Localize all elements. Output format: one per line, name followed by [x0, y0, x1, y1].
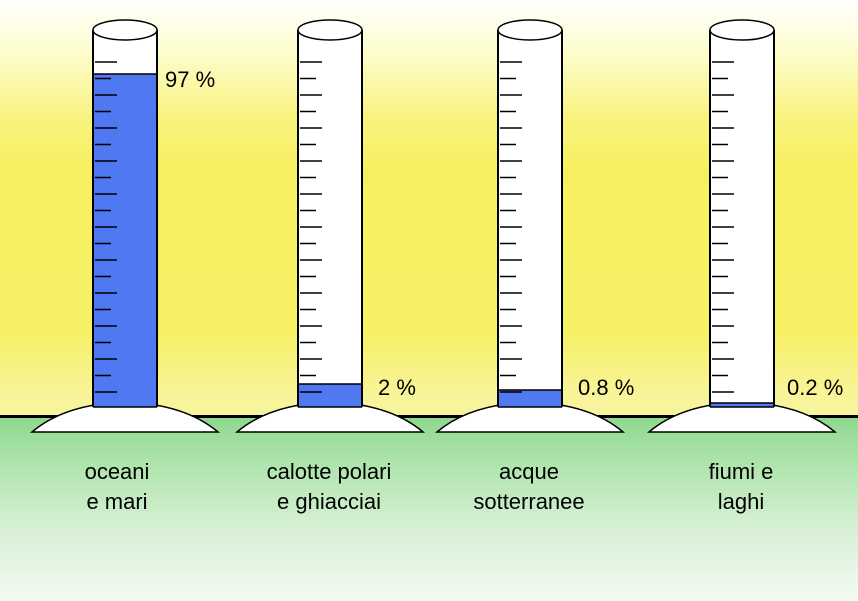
- water-fill: [298, 384, 362, 407]
- cylinder-rim: [709, 19, 775, 41]
- graduated-cylinder: [646, 19, 838, 433]
- cylinder-glass: [498, 30, 562, 407]
- graduated-cylinder: [234, 19, 426, 433]
- category-label-line: oceani: [84, 459, 150, 484]
- water-fill: [498, 390, 562, 407]
- category-label-acque: acque sotterranee: [429, 457, 629, 517]
- category-label-calotte: calotte polari e ghiacciai: [229, 457, 429, 517]
- cylinder-rim: [92, 19, 158, 41]
- water-fill: [710, 403, 774, 407]
- category-label-line: e ghiacciai: [277, 489, 381, 514]
- category-label-oceani: oceani e mari: [17, 457, 217, 517]
- cylinder-glass: [710, 30, 774, 407]
- horizon-line: [0, 415, 858, 418]
- cylinder-rim: [497, 19, 563, 41]
- value-label-calotte: 2 %: [378, 375, 416, 400]
- category-label-line: acque: [499, 459, 559, 484]
- category-label-line: laghi: [717, 489, 765, 514]
- value-label-oceani: 97 %: [165, 67, 216, 92]
- graduated-cylinder: [434, 19, 626, 433]
- cylinder-glass: [298, 30, 362, 407]
- cylinder-rim: [297, 19, 363, 41]
- category-label-line: calotte polari: [266, 459, 392, 484]
- category-label-line: e mari: [86, 489, 148, 514]
- category-label-line: fiumi e: [708, 459, 774, 484]
- water-fill: [93, 74, 157, 407]
- category-label-fiumi: fiumi e laghi: [641, 457, 841, 517]
- ground: [0, 417, 858, 601]
- value-label-acque: 0.8 %: [578, 375, 635, 400]
- category-label-line: sotterranee: [473, 489, 585, 514]
- graduated-cylinder: [29, 19, 221, 433]
- value-label-fiumi: 0.2 %: [787, 375, 844, 400]
